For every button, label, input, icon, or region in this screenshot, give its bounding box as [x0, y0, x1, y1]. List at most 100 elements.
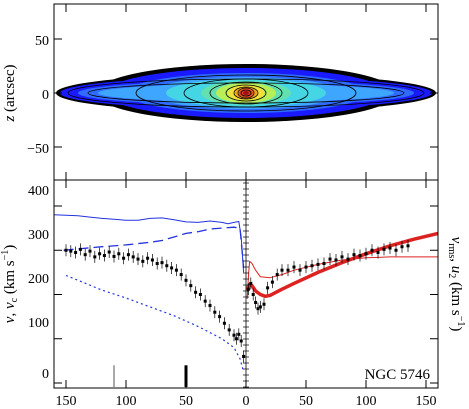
data-point: [64, 248, 68, 252]
data-point: [275, 273, 279, 277]
top-y-axis-label: z (arcsec): [2, 64, 18, 122]
top-axis-ticks: [54, 4, 438, 180]
data-point: [117, 252, 121, 256]
x-tick-label: 0: [243, 394, 250, 409]
data-point: [254, 300, 258, 304]
data-point: [406, 244, 410, 248]
data-point: [126, 253, 130, 257]
data-point: [131, 255, 135, 259]
data-point: [218, 315, 222, 319]
data-point: [242, 354, 246, 358]
data-point: [165, 264, 169, 268]
data-point: [155, 262, 159, 266]
data-point: [382, 247, 386, 251]
data-point: [370, 248, 374, 252]
data-point: [280, 268, 284, 272]
data-point: [256, 307, 260, 311]
data-point: [98, 252, 102, 256]
y-tick-label: 100: [28, 316, 49, 331]
data-point: [74, 250, 78, 254]
data-point: [346, 257, 350, 261]
data-point: [160, 261, 164, 265]
data-point: [184, 278, 188, 282]
series-line: [65, 274, 245, 373]
data-point: [249, 281, 253, 285]
data-point: [237, 332, 241, 336]
data-point: [93, 255, 97, 259]
x-tick-label: 150: [56, 394, 77, 409]
x-tick-label: 100: [116, 394, 137, 409]
data-point: [364, 252, 368, 256]
data-point: [189, 284, 193, 288]
y-tick-label: 300: [28, 228, 49, 243]
data-point: [234, 337, 238, 341]
data-point: [304, 265, 308, 269]
data-point: [136, 257, 140, 261]
data-point: [83, 253, 87, 257]
data-point: [358, 254, 362, 258]
galaxy-name-annotation: NGC 5746: [365, 367, 431, 383]
data-point: [146, 256, 150, 260]
data-point: [69, 249, 73, 253]
galaxy-image-panel: 50 0 −50 z (arcsec): [2, 3, 439, 181]
data-point: [298, 268, 302, 272]
kinematics-plot-area: [54, 214, 438, 387]
y-tick-label: 0: [42, 367, 49, 382]
data-point: [394, 248, 398, 252]
data-point: [141, 259, 145, 263]
series-line: [245, 231, 438, 299]
top-y-tick-label: −50: [27, 142, 49, 157]
top-y-tick-label: 0: [42, 88, 49, 103]
data-point: [227, 328, 231, 332]
right-y-axis-label: vrms, u2 (km s−1): [446, 237, 466, 332]
data-point: [78, 247, 82, 251]
data-point: [112, 254, 116, 258]
data-point: [246, 287, 250, 291]
data-point: [88, 249, 92, 253]
top-y-tick-label: 50: [35, 34, 49, 49]
galaxy-image: [56, 64, 436, 122]
y-tick-label: 400: [28, 184, 49, 199]
data-point: [179, 273, 183, 277]
data-point: [194, 290, 198, 294]
x-tick-label: 100: [356, 394, 377, 409]
data-point: [400, 245, 404, 249]
x-tick-label: 150: [416, 394, 437, 409]
kinematics-panel: 400 300 200 100 0 150 100 50 0 50 100 15…: [0, 179, 466, 409]
data-point: [340, 255, 344, 259]
data-point: [102, 254, 106, 258]
data-point: [328, 257, 332, 261]
bottom-axis-ticks: [54, 180, 438, 388]
data-point: [174, 268, 178, 272]
data-point: [208, 304, 212, 308]
data-point: [122, 256, 126, 260]
data-point: [239, 339, 243, 343]
data-point: [170, 266, 174, 270]
left-y-axis-label: v, vc (km s−1): [0, 245, 20, 323]
data-point: [222, 321, 226, 325]
data-point: [322, 262, 326, 266]
data-point: [262, 302, 266, 306]
data-point: [251, 293, 255, 296]
data-point: [310, 264, 314, 268]
data-point: [292, 265, 296, 269]
data-point: [213, 310, 217, 314]
y-tick-label: 200: [28, 272, 49, 287]
data-point: [352, 253, 356, 257]
x-tick-label: 50: [179, 394, 193, 409]
data-point: [388, 246, 392, 250]
data-point: [376, 250, 380, 254]
data-point: [198, 293, 202, 296]
data-point: [316, 262, 320, 266]
series-line: [63, 226, 245, 268]
series-line: [54, 214, 245, 273]
data-point: [258, 305, 262, 309]
data-point: [203, 299, 207, 303]
data-point: [286, 268, 290, 272]
x-tick-label: 50: [299, 394, 313, 409]
data-point: [266, 286, 270, 290]
data-point: [270, 280, 274, 284]
data-point: [150, 258, 154, 262]
data-point: [334, 258, 338, 262]
